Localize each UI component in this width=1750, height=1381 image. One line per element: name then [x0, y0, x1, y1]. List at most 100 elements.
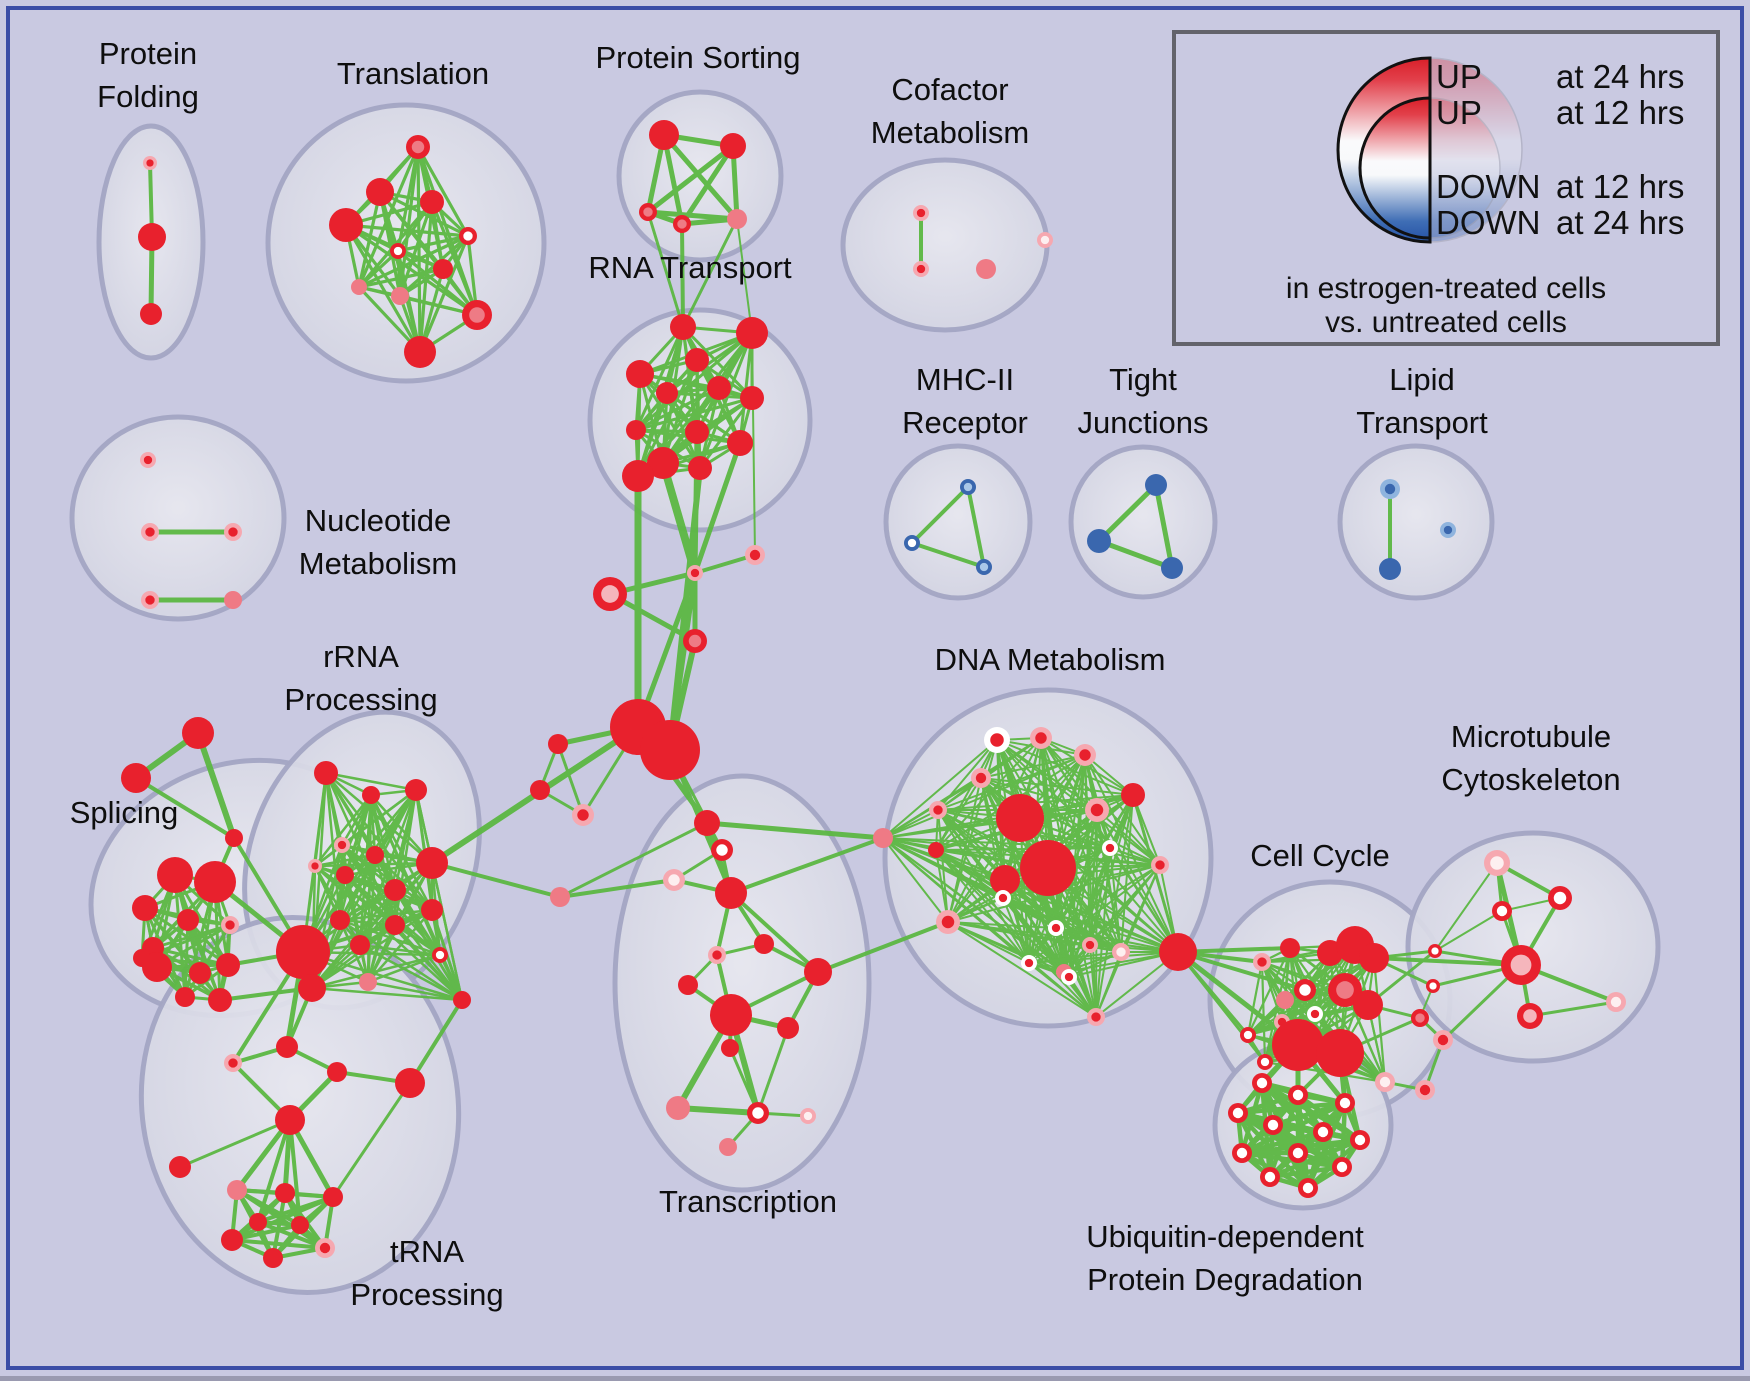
edge-translation [357, 267, 445, 289]
node-transcription [550, 887, 570, 907]
node-dna-metabolism [928, 842, 944, 858]
node-tight-junctions [1087, 529, 1111, 553]
edge-dna-metabolism [947, 921, 1179, 953]
cluster-label-protein-sorting: Protein Sorting [595, 40, 800, 75]
edge-rrna-processing [324, 771, 342, 922]
cluster-label-microtubule-cytoskeleton: Cytoskeleton [1441, 762, 1620, 797]
edge-cell-cycle [1288, 946, 1387, 1084]
edge-translation [344, 223, 470, 238]
node-transcription [666, 1096, 690, 1120]
node-trna-processing [227, 1180, 247, 1200]
node-splicing-triangle [182, 717, 214, 749]
node-rrna-left-arm [548, 734, 568, 754]
node-core-transcription [716, 844, 728, 856]
edge-dna-metabolism [1063, 951, 1122, 973]
node-rna-transport [736, 317, 768, 349]
node-core-dna-metabolism [1051, 923, 1061, 933]
node-translation [391, 287, 409, 305]
legend-direction-label: DOWN [1436, 204, 1540, 241]
node-tight-junctions [1161, 557, 1183, 579]
node-transcription [754, 934, 774, 954]
node-rrna-processing [366, 846, 384, 864]
edge-translation [416, 145, 470, 238]
edge-translation [416, 145, 422, 354]
node-core-dna-metabolism [1105, 843, 1115, 853]
cluster-label-lipid-transport: Lipid [1389, 362, 1455, 397]
node-trna-processing [169, 1156, 191, 1178]
edge-mhc-ii-receptor [910, 485, 970, 545]
edge-dna-metabolism [1002, 897, 1070, 978]
node-protein-sorting [720, 133, 746, 159]
node-transcription [678, 975, 698, 995]
node-rna-transport [626, 420, 646, 440]
node-rrna-processing [359, 973, 377, 991]
edge-dna-metabolism [935, 849, 1070, 978]
edge-cross-cluster [681, 217, 739, 329]
node-core-dna-metabolism [1064, 972, 1074, 982]
edge-dna-metabolism [1068, 847, 1111, 978]
cluster-label-cell-cycle: Cell Cycle [1250, 838, 1390, 873]
node-core-central-hub [688, 634, 702, 648]
edge-dna-metabolism [996, 739, 1161, 866]
edge-rrna-processing [393, 888, 464, 1002]
node-core-nucleotide-metabolism [145, 595, 155, 605]
edge-rrna-processing [430, 861, 464, 1002]
edge-dna-metabolism [1028, 951, 1122, 964]
node-core-dna-metabolism [1116, 947, 1126, 957]
edge-dna-metabolism [1068, 951, 1122, 978]
node-core-cell-cycle [1299, 984, 1311, 996]
edge-rna-transport [636, 358, 699, 478]
edge-trna-processing [256, 1195, 335, 1224]
cluster-label-translation: Translation [337, 56, 489, 91]
node-core-rrna-processing [311, 862, 319, 870]
cluster-ellipse-lipid-transport [1337, 443, 1495, 601]
edge-cross-cluster [751, 332, 756, 556]
edge-rrna-processing [366, 953, 442, 984]
node-rna-transport [626, 360, 654, 388]
node-core-translation [463, 231, 473, 241]
node-cell-cycle [1353, 990, 1383, 1020]
edge-dna-metabolism [1055, 864, 1161, 929]
legend-note: in estrogen-treated cells [1286, 272, 1606, 305]
node-core-protein-folding [146, 159, 154, 167]
node-core-microtubule-cytoskeleton [1419, 1084, 1431, 1096]
edge-cross-cluster [1176, 950, 1307, 992]
edge-trna-processing [230, 1238, 327, 1250]
node-rna-transport [647, 447, 679, 479]
cluster-label-rna-transport: RNA Transport [588, 250, 792, 285]
legend-time-label: at 24 hrs [1556, 58, 1684, 95]
edge-transcription [728, 1046, 760, 1115]
node-core-dna-metabolism [1090, 803, 1104, 817]
node-rna-transport [656, 382, 678, 404]
cluster-label-ubiquitin-degradation: Protein Degradation [1087, 1262, 1363, 1297]
node-splicing [142, 952, 172, 982]
node-transcription [710, 994, 752, 1036]
legend-direction-label: UP [1436, 58, 1482, 95]
node-core-transcription [668, 874, 680, 886]
edge-trna-processing [178, 1118, 292, 1169]
node-central-hub [640, 720, 700, 780]
edge-rrna-processing [366, 980, 464, 1002]
legend: UP at 24 hrs UP at 12 hrs DOWN at 12 hrs DOWN a… [1172, 30, 1720, 346]
node-translation [351, 279, 367, 295]
cluster-label-lipid-transport: Transport [1356, 405, 1488, 440]
node-core-ubiquitin-degradation [1292, 1089, 1304, 1101]
edge-protein-sorting [661, 132, 685, 227]
cluster-ellipse-transcription [612, 773, 872, 1193]
node-protein-folding [140, 303, 162, 325]
node-core-nucleotide-metabolism [143, 455, 153, 465]
node-core-transcription [803, 1111, 813, 1121]
edge-dna-metabolism [1019, 817, 1030, 964]
node-core-microtubule-cytoskeleton [1510, 954, 1532, 976]
node-rna-transport [670, 314, 696, 340]
nodes-layer [121, 120, 1626, 1268]
node-trna-processing [327, 1062, 347, 1082]
node-core-dna-metabolism [941, 915, 955, 929]
cluster-label-microtubule-cytoskeleton: Microtubule [1451, 719, 1611, 754]
edge-rrna-left-arm [556, 742, 585, 817]
node-core-rrna-left-arm [577, 809, 589, 821]
edge-cross-cluster [704, 820, 886, 841]
edge-dna-metabolism [947, 921, 1057, 929]
